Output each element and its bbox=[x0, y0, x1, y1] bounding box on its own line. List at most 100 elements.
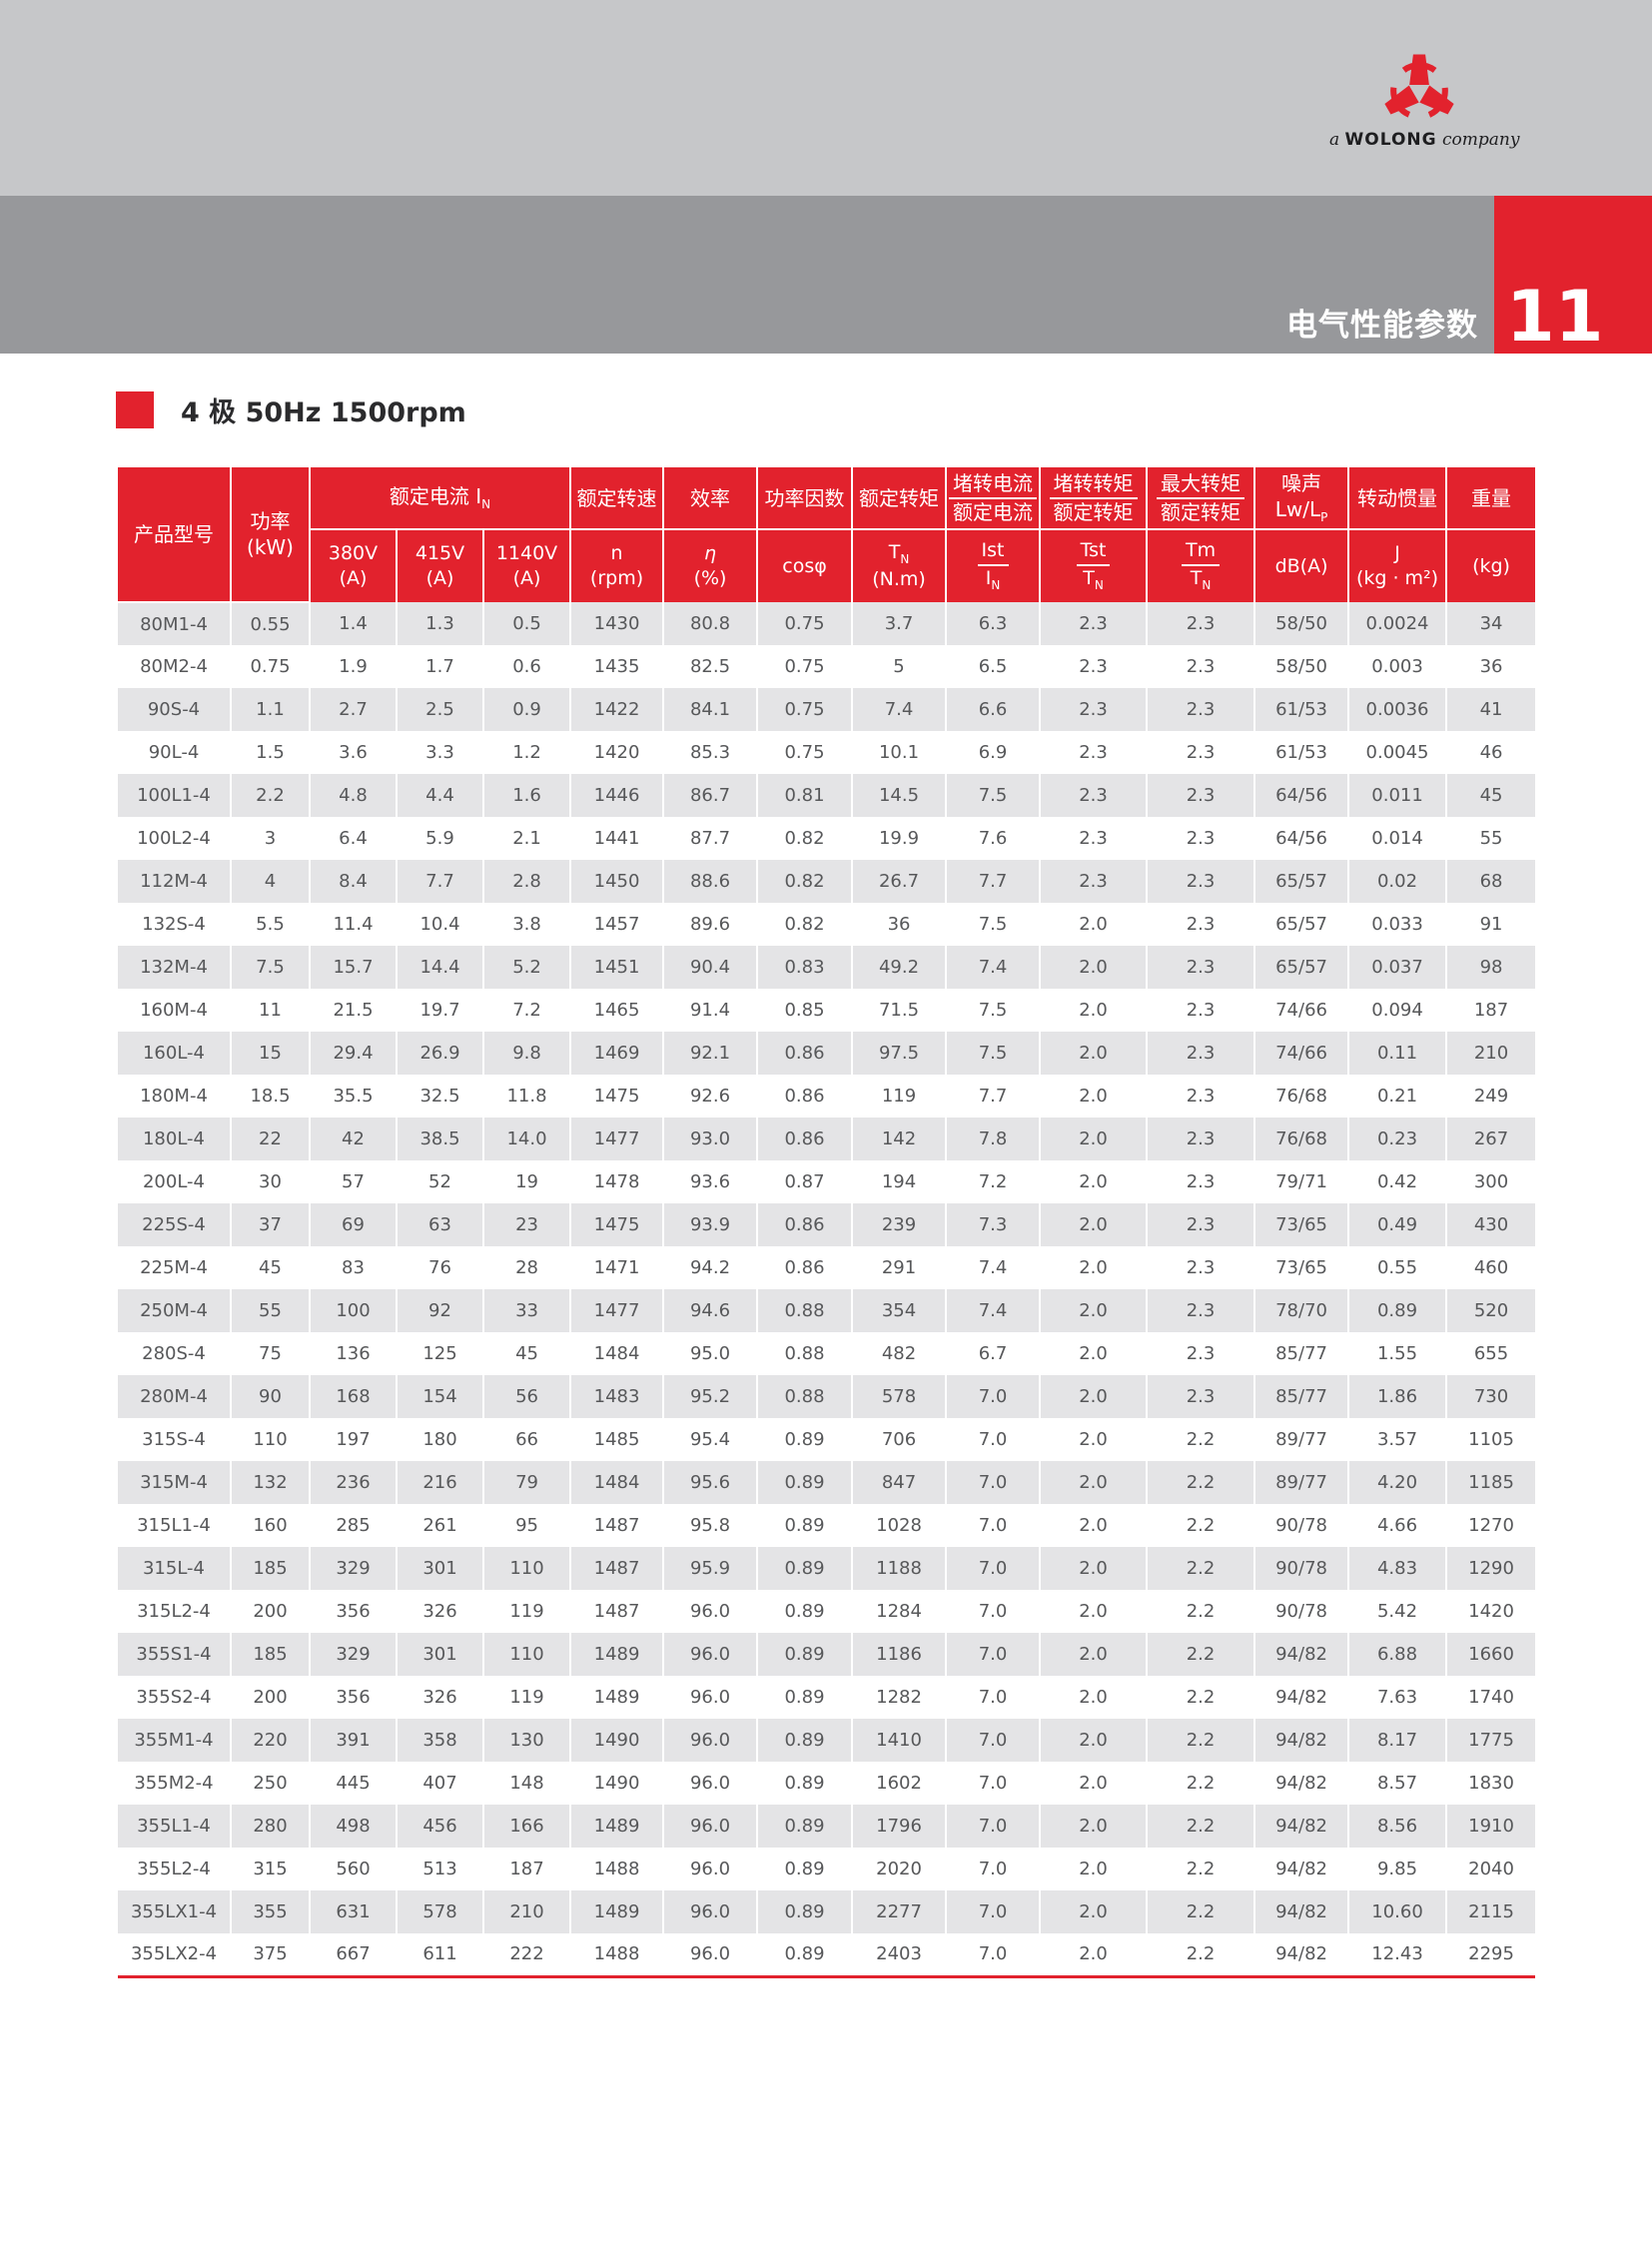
table-cell: 4.83 bbox=[1347, 1547, 1448, 1590]
table-cell: 1.86 bbox=[1347, 1375, 1448, 1418]
lrc-sym-fraction: Ist IN bbox=[977, 539, 1009, 593]
table-cell: 0.89 bbox=[756, 1805, 854, 1848]
table-cell: 460 bbox=[1445, 1246, 1536, 1289]
table-cell: 0.0024 bbox=[1347, 602, 1448, 645]
table-cell: 64/56 bbox=[1253, 774, 1350, 817]
table-cell: 94/82 bbox=[1253, 1805, 1350, 1848]
table-cell: 132M-4 bbox=[118, 946, 232, 989]
table-cell: 61/53 bbox=[1253, 731, 1350, 774]
col-power-factor-label: 功率因数 bbox=[764, 485, 845, 510]
table-cell: 4 bbox=[230, 860, 311, 903]
table-cell: 41 bbox=[1445, 688, 1536, 731]
table-row: 80M1-4 0.55 1.4 1.3 0.5 1430 80.8 0.75 3.7 6.3 2.3… bbox=[118, 602, 1536, 645]
table-cell: 0.89 bbox=[756, 1633, 854, 1676]
table-cell: 26.9 bbox=[396, 1032, 484, 1075]
table-cell: 96.0 bbox=[662, 1848, 759, 1890]
table-cell: 58/50 bbox=[1253, 645, 1350, 688]
table-cell: 0.75 bbox=[756, 731, 854, 774]
top-band: a WOLONG company bbox=[0, 0, 1652, 196]
table-cell: 1.1 bbox=[230, 688, 311, 731]
table-cell: 315L-4 bbox=[118, 1547, 232, 1590]
table-cell: 611 bbox=[396, 1933, 484, 1978]
col-speed-label: 额定转速 bbox=[576, 485, 657, 510]
table-cell: 2040 bbox=[1445, 1848, 1536, 1890]
table-cell: 1451 bbox=[569, 946, 665, 989]
table-cell: 1420 bbox=[569, 731, 665, 774]
table-cell: 160 bbox=[230, 1504, 311, 1547]
table-cell: 2.0 bbox=[1039, 1504, 1149, 1547]
table-cell: 4.20 bbox=[1347, 1461, 1448, 1504]
table-cell: 2.2 bbox=[1146, 1590, 1256, 1633]
table-cell: 1450 bbox=[569, 860, 665, 903]
table-cell: 95.4 bbox=[662, 1418, 759, 1461]
table-cell: 2.0 bbox=[1039, 1762, 1149, 1805]
table-row: 225M-4 45 83 76 28 1471 94.2 0.86 291 7.4 2.0 2.3 73… bbox=[118, 1246, 1536, 1289]
table-cell: 90/78 bbox=[1253, 1504, 1350, 1547]
table-cell: 95.6 bbox=[662, 1461, 759, 1504]
table-cell: 148 bbox=[481, 1762, 572, 1805]
table-row: 355LX2-4 375 667 611 222 1488 96.0 0.89 2403 7.0 2… bbox=[118, 1933, 1536, 1978]
table-cell: 0.83 bbox=[756, 946, 854, 989]
table-cell: 98 bbox=[1445, 946, 1536, 989]
col-speed: 额定转速 bbox=[569, 467, 665, 530]
table-cell: 1740 bbox=[1445, 1676, 1536, 1719]
bt-sym-fraction: Tm TN bbox=[1181, 539, 1221, 593]
table-cell: 1485 bbox=[569, 1418, 665, 1461]
table-cell: 55 bbox=[230, 1289, 311, 1332]
table-cell: 1422 bbox=[569, 688, 665, 731]
table-cell: 35.5 bbox=[309, 1075, 398, 1118]
table-cell: 8.4 bbox=[309, 860, 398, 903]
weight-unit: (kg) bbox=[1472, 554, 1510, 577]
table-cell: 8.17 bbox=[1347, 1719, 1448, 1762]
table-cell: 7.5 bbox=[230, 946, 311, 989]
table-cell: 7.0 bbox=[945, 1461, 1042, 1504]
table-cell: 2.0 bbox=[1039, 1547, 1149, 1590]
table-cell: 0.88 bbox=[756, 1375, 854, 1418]
table-cell: 0.86 bbox=[756, 1075, 854, 1118]
table-cell: 94/82 bbox=[1253, 1676, 1350, 1719]
table-cell: 2.2 bbox=[1146, 1504, 1256, 1547]
table-cell: 3.8 bbox=[481, 903, 572, 946]
table-cell: 2.2 bbox=[1146, 1933, 1256, 1978]
table-cell: 130 bbox=[481, 1719, 572, 1762]
table-cell: 0.75 bbox=[756, 688, 854, 731]
table-cell: 2020 bbox=[851, 1848, 948, 1890]
table-row: 355M1-4 220 391 358 130 1490 96.0 0.89 1410 7.0 2.… bbox=[118, 1719, 1536, 1762]
table-cell: 22 bbox=[230, 1118, 311, 1160]
table-cell: 1475 bbox=[569, 1203, 665, 1246]
table-cell: 355M1-4 bbox=[118, 1719, 232, 1762]
table-cell: 354 bbox=[851, 1289, 948, 1332]
table-cell: 80M1-4 bbox=[118, 602, 232, 645]
table-cell: 2.0 bbox=[1039, 1719, 1149, 1762]
table-cell: 2.0 bbox=[1039, 903, 1149, 946]
table-cell: 0.094 bbox=[1347, 989, 1448, 1032]
table-cell: 560 bbox=[309, 1848, 398, 1890]
table-cell: 94/82 bbox=[1253, 1719, 1350, 1762]
table-cell: 706 bbox=[851, 1418, 948, 1461]
table-cell: 2.0 bbox=[1039, 1890, 1149, 1933]
col-380v: 380V (A) bbox=[310, 528, 398, 602]
table-cell: 482 bbox=[851, 1332, 948, 1375]
table-cell: 94/82 bbox=[1253, 1933, 1350, 1978]
table-row: 90S-4 1.1 2.7 2.5 0.9 1422 84.1 0.75 7.4 6.6 2.3 2.… bbox=[118, 688, 1536, 731]
col-weight-sym: (kg) bbox=[1445, 528, 1536, 602]
table-cell: 2.3 bbox=[1039, 774, 1149, 817]
table-cell: 65/57 bbox=[1253, 946, 1350, 989]
table-cell: 37 bbox=[230, 1203, 311, 1246]
table-cell: 0.9 bbox=[481, 688, 572, 731]
table-cell: 0.6 bbox=[481, 645, 572, 688]
table-cell: 1105 bbox=[1445, 1418, 1536, 1461]
table-cell: 300 bbox=[1445, 1160, 1536, 1203]
table-cell: 2.2 bbox=[1146, 1848, 1256, 1890]
table-cell: 2.5 bbox=[396, 688, 484, 731]
table-row: 355LX1-4 355 631 578 210 1489 96.0 0.89 2277 7.0 2… bbox=[118, 1890, 1536, 1933]
table-cell: 7.0 bbox=[945, 1805, 1042, 1848]
table-cell: 1028 bbox=[851, 1504, 948, 1547]
col-380v-unit: (A) bbox=[339, 567, 368, 589]
table-cell: 0.003 bbox=[1347, 645, 1448, 688]
table-cell: 2.3 bbox=[1146, 731, 1256, 774]
table-cell: 2.3 bbox=[1146, 1118, 1256, 1160]
table-cell: 2.3 bbox=[1146, 946, 1256, 989]
banner-section-title: 电气性能参数 bbox=[1286, 308, 1478, 344]
